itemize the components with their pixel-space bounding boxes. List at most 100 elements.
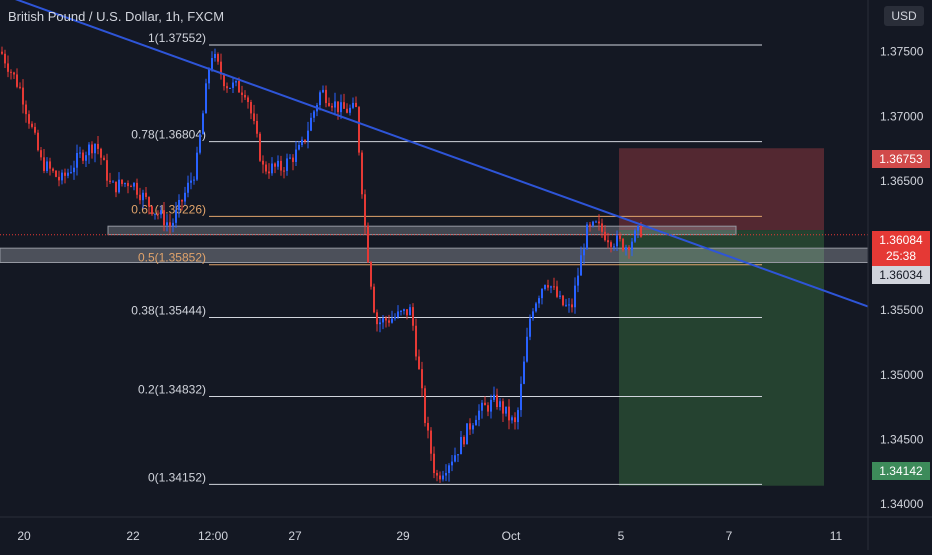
candle-body	[190, 180, 192, 183]
candle-body	[562, 295, 564, 306]
currency-button[interactable]: USD	[884, 6, 924, 26]
candle-body	[478, 410, 480, 420]
candle-body	[322, 89, 324, 93]
candle-body	[487, 405, 489, 412]
candle-body	[91, 144, 93, 154]
candle-body	[49, 161, 51, 169]
candle-body	[397, 311, 399, 318]
candle-body	[283, 170, 285, 172]
candle-body	[460, 436, 462, 455]
candle-body	[496, 394, 498, 408]
candle-body	[622, 238, 624, 251]
candle-body	[298, 144, 300, 150]
candle-body	[379, 322, 381, 325]
candle-body	[550, 286, 552, 288]
candle-body	[250, 102, 252, 114]
candle-body	[547, 285, 549, 288]
candle-body	[163, 210, 165, 226]
candle-body	[364, 194, 366, 226]
resistance-zone[interactable]	[107, 225, 737, 236]
candle-body	[142, 192, 144, 201]
candle-body	[595, 221, 597, 223]
candle-body	[82, 152, 84, 161]
fib-level-label: 0.61(1.36226)	[131, 202, 206, 216]
candle-body	[280, 160, 282, 171]
candle-body	[394, 317, 396, 319]
candle-body	[271, 163, 273, 174]
candle-body	[514, 417, 516, 423]
candle-body	[559, 295, 561, 297]
price-axis-tick: 1.36500	[880, 174, 924, 188]
candle-body	[535, 303, 537, 312]
candle-body	[115, 181, 117, 193]
candle-body	[133, 182, 135, 187]
candle-body	[178, 199, 180, 211]
time-axis-tick: 27	[288, 529, 302, 543]
candle-body	[637, 225, 639, 231]
candle-body	[79, 152, 81, 154]
candle-body	[493, 394, 495, 400]
candle-body	[604, 231, 606, 241]
candle-body	[472, 425, 474, 430]
candle-body	[628, 247, 630, 251]
zone-price-tag: 1.36034	[872, 266, 930, 284]
candle-body	[640, 225, 642, 237]
candle-body	[4, 53, 6, 64]
candle-body	[502, 401, 504, 414]
candle-body	[241, 92, 243, 95]
candle-body	[619, 235, 621, 239]
candle-body	[433, 453, 435, 474]
candle-body	[154, 213, 156, 215]
time-axis-tick: 20	[17, 529, 31, 543]
candle-body	[73, 167, 75, 173]
candle-body	[307, 130, 309, 141]
candle-body	[184, 192, 186, 202]
candle-body	[217, 53, 219, 62]
time-axis[interactable]	[0, 517, 932, 550]
candle-body	[244, 94, 246, 98]
price-axis-tick: 1.37500	[880, 45, 924, 59]
candle-body	[421, 369, 423, 389]
candle-body	[511, 417, 513, 421]
candle-body	[256, 120, 258, 134]
candle-body	[529, 318, 531, 337]
candle-body	[7, 63, 9, 72]
candle-body	[427, 422, 429, 431]
candle-body	[229, 87, 231, 89]
candle-body	[613, 246, 615, 248]
fib-level-label: 0.2(1.34832)	[138, 383, 206, 397]
candle-body	[196, 152, 198, 180]
candle-body	[295, 149, 297, 162]
candle-body	[16, 74, 18, 87]
candle-body	[463, 436, 465, 445]
candle-body	[532, 311, 534, 319]
candle-body	[97, 143, 99, 149]
candle-body	[112, 181, 114, 183]
candle-body	[367, 225, 369, 263]
candle-body	[424, 388, 426, 423]
candle-body	[331, 105, 333, 108]
candle-body	[223, 74, 225, 87]
candle-body	[160, 210, 162, 215]
candle-body	[328, 103, 330, 106]
candle-body	[388, 320, 390, 323]
price-axis-tick: 1.37000	[880, 109, 924, 123]
trendline[interactable]	[0, 0, 932, 331]
stop-price-tag: 1.36753	[872, 150, 930, 168]
candle-body	[172, 222, 174, 226]
candle-body	[409, 307, 411, 316]
candle-body	[205, 83, 207, 114]
candle-body	[601, 223, 603, 232]
candle-body	[136, 182, 138, 195]
time-axis-tick: Oct	[502, 529, 521, 543]
candle-body	[505, 406, 507, 414]
candle-body	[334, 101, 336, 108]
current-price-tag: 1.36084 25:38	[872, 231, 930, 266]
candle-body	[286, 158, 288, 171]
candle-body	[214, 53, 216, 58]
candle-body	[124, 183, 126, 185]
candle-body	[259, 133, 261, 161]
candle-body	[187, 182, 189, 193]
